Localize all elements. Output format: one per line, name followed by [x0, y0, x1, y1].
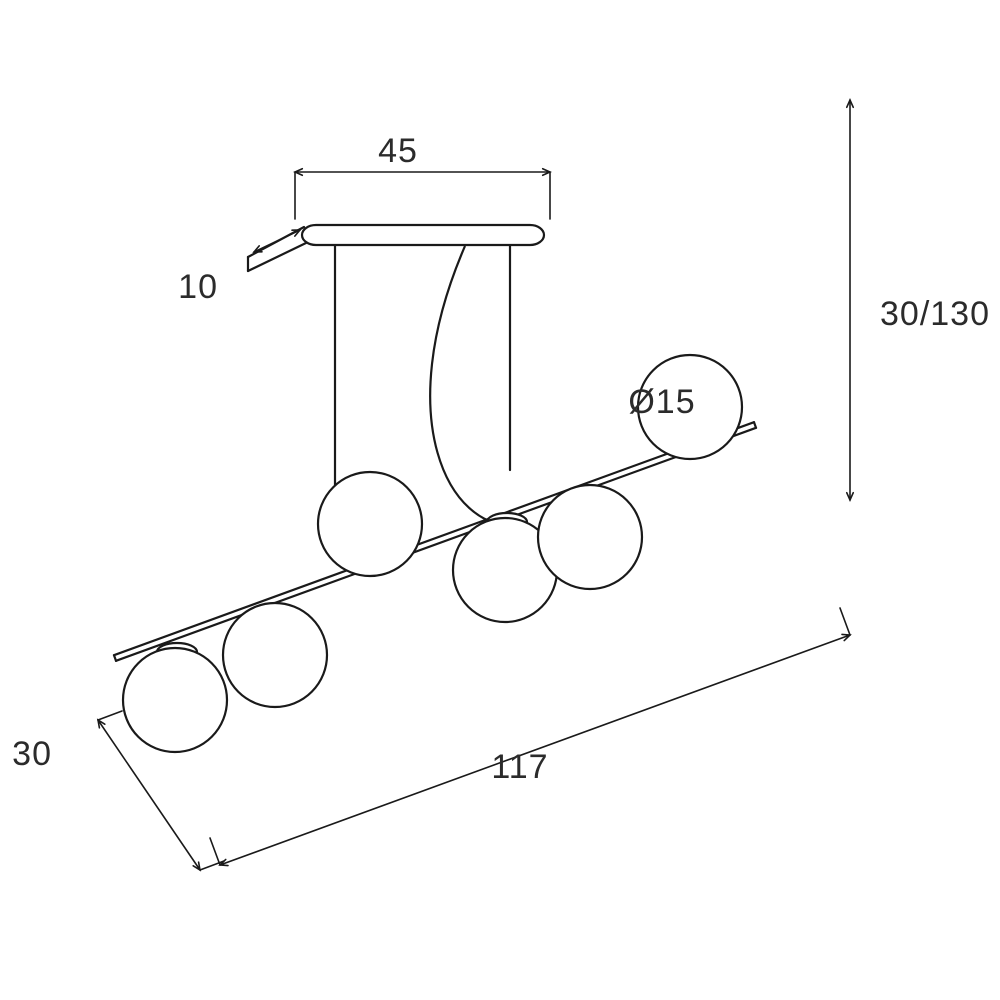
dim-canopy-width: 45	[378, 132, 418, 170]
globe	[123, 648, 227, 752]
dimensions: 45 10 Ø15 30/130 117 30	[12, 100, 990, 870]
dimension-drawing: 45 10 Ø15 30/130 117 30	[0, 0, 1000, 1000]
dim-fixture-length: 117	[491, 748, 548, 786]
globe	[318, 472, 422, 576]
fixture-bar	[114, 422, 756, 661]
globe	[538, 485, 642, 589]
dim-canopy-depth: 10	[178, 268, 218, 306]
dim-globe-diameter: Ø15	[628, 383, 695, 421]
ceiling-canopy	[248, 225, 544, 271]
dim-fixture-depth: 30	[12, 735, 52, 773]
dim-drop-height: 30/130	[880, 295, 990, 333]
globe	[223, 603, 327, 707]
